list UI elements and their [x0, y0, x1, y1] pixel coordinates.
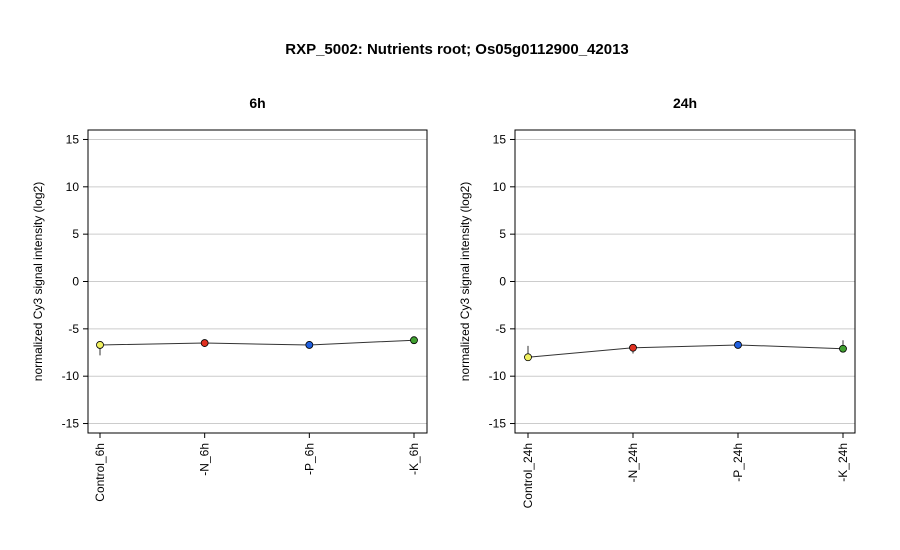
panel-title: 24h [673, 95, 697, 111]
x-tick-label: Control_6h [93, 443, 107, 502]
data-point [200, 339, 209, 347]
y-tick-label: -15 [62, 417, 80, 431]
y-tick-label: 5 [499, 227, 506, 241]
y-tick-label: -15 [489, 417, 507, 431]
y-tick-label: 0 [72, 275, 79, 289]
y-tick-label: -5 [495, 322, 506, 336]
x-tick-label: -K_24h [836, 443, 850, 482]
y-axis-label: normalized Cy3 signal intensity (log2) [458, 182, 472, 381]
x-tick-label: Control_24h [521, 443, 535, 508]
y-tick-label: 10 [493, 180, 507, 194]
y-axis-label: normalized Cy3 signal intensity (log2) [31, 182, 45, 381]
data-point [734, 341, 742, 349]
data-point [96, 341, 104, 349]
y-tick-label: -5 [68, 322, 79, 336]
x-tick-label: -K_6h [407, 443, 421, 475]
plot-frame [514, 129, 856, 434]
plot-frame [87, 129, 428, 434]
y-tick-label: 15 [66, 132, 80, 146]
series-line [527, 344, 844, 358]
y-tick-label: -10 [62, 369, 80, 383]
panel-title: 6h [249, 95, 265, 111]
y-tick-label: 10 [66, 180, 80, 194]
data-point [629, 343, 637, 352]
x-tick-label: -P_6h [302, 443, 316, 475]
series-line [99, 339, 415, 346]
y-tick-label: 15 [493, 132, 507, 146]
data-point [839, 344, 847, 353]
data-point [524, 353, 532, 362]
y-tick-label: 0 [499, 275, 506, 289]
data-point [410, 336, 418, 345]
y-tick-label: 5 [72, 227, 79, 241]
chart-panel-1: 24h -15 -10 -5 0 5 10 15 normalized Cy3 signal i… [458, 95, 856, 508]
x-tick-label: -P_24h [731, 443, 745, 482]
x-tick-label: -N_24h [626, 443, 640, 482]
x-tick-label: -N_6h [198, 443, 212, 476]
chart-panels: 6h -15 -10 -5 0 5 10 15 normalized Cy3 signal in… [31, 95, 856, 508]
y-tick-label: -10 [489, 369, 507, 383]
chart-title: RXP_5002: Nutrients root; Os05g0112900_4… [285, 41, 629, 58]
chart-panel-0: 6h -15 -10 -5 0 5 10 15 normalized Cy3 signal in… [31, 95, 428, 502]
data-point [305, 341, 314, 349]
